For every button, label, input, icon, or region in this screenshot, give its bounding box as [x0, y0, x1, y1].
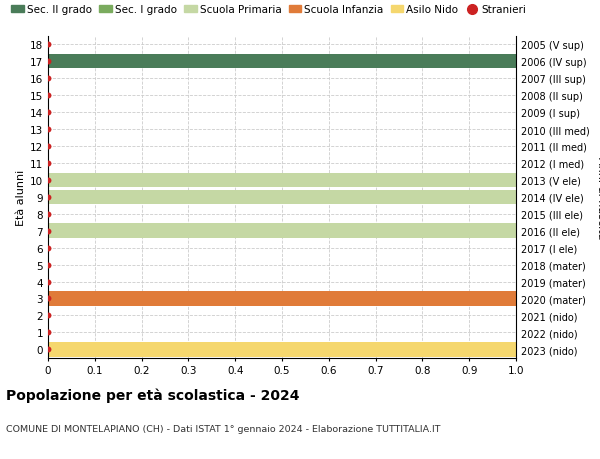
Point	[43, 92, 53, 100]
Point	[43, 126, 53, 134]
Point	[43, 312, 53, 319]
Point	[43, 58, 53, 66]
Point	[43, 160, 53, 167]
Point	[43, 278, 53, 285]
Text: Popolazione per età scolastica - 2024: Popolazione per età scolastica - 2024	[6, 388, 299, 403]
Point	[43, 211, 53, 218]
Bar	[48, 291, 516, 306]
Bar	[48, 224, 516, 238]
Point	[43, 261, 53, 269]
Point	[43, 109, 53, 117]
Point	[43, 295, 53, 302]
Y-axis label: Età alunni: Età alunni	[16, 169, 26, 225]
Point	[43, 329, 53, 336]
Bar	[48, 173, 516, 188]
Point	[43, 245, 53, 252]
Bar	[48, 342, 516, 357]
Point	[43, 143, 53, 150]
Legend: Sec. II grado, Sec. I grado, Scuola Primaria, Scuola Infanzia, Asilo Nido, Stran: Sec. II grado, Sec. I grado, Scuola Prim…	[11, 5, 526, 15]
Point	[43, 346, 53, 353]
Y-axis label: Anni di nascita: Anni di nascita	[596, 156, 600, 239]
Text: COMUNE DI MONTELAPIANO (CH) - Dati ISTAT 1° gennaio 2024 - Elaborazione TUTTITAL: COMUNE DI MONTELAPIANO (CH) - Dati ISTAT…	[6, 425, 440, 434]
Point	[43, 228, 53, 235]
Point	[43, 41, 53, 49]
Point	[43, 75, 53, 83]
Bar	[48, 190, 516, 205]
Point	[43, 194, 53, 201]
Bar	[48, 55, 516, 69]
Point	[43, 177, 53, 184]
